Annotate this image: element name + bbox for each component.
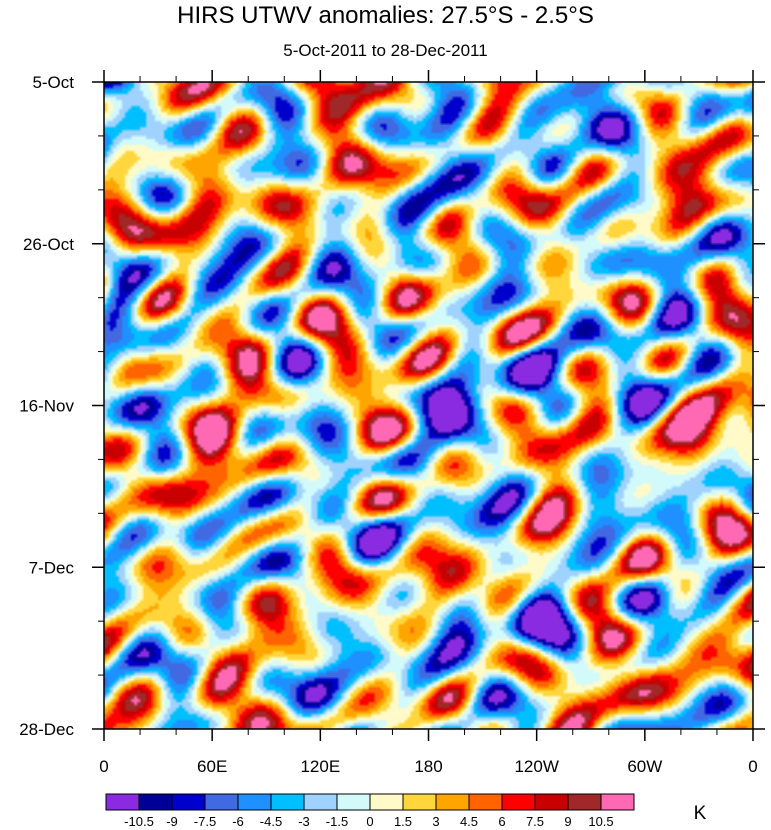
colorbar-unit: K — [694, 803, 707, 824]
y-tick-label: 7-Dec — [29, 558, 75, 577]
colorbar-label: 0 — [366, 814, 373, 829]
colorbar-swatch — [138, 793, 173, 811]
x-tick-label: 120W — [514, 757, 558, 776]
anomaly-field — [104, 82, 753, 729]
colorbar-swatch — [270, 793, 305, 811]
chart-subtitle: 5-Oct-2011 to 28-Dec-2011 — [283, 41, 488, 60]
colorbar-label: 7.5 — [526, 814, 544, 829]
colorbar-label: 6 — [498, 814, 505, 829]
colorbar-swatch — [534, 793, 569, 811]
y-tick-label: 5-Oct — [32, 73, 74, 92]
colorbar-label: 4.5 — [460, 814, 478, 829]
colorbar-label: -7.5 — [194, 814, 216, 829]
x-tick-label: 60E — [197, 757, 227, 776]
axes: 0 60E 120E 180 120W 60W 0 5-Oct 26-Oct 16-Nov 7-De… — [19, 70, 765, 776]
colorbar-swatch — [402, 793, 437, 811]
x-tick-label: 60W — [627, 757, 662, 776]
colorbar-label: 3 — [432, 814, 439, 829]
colorbar-swatch — [567, 793, 602, 811]
colorbar-label: -6 — [232, 814, 244, 829]
colorbar-swatch — [600, 793, 635, 811]
colorbar-label: 1.5 — [394, 814, 412, 829]
colorbar-swatch — [171, 793, 206, 811]
colorbar-swatch — [369, 793, 404, 811]
colorbar-label: -3 — [298, 814, 310, 829]
colorbar-swatch — [204, 793, 239, 811]
colorbar-swatch — [105, 793, 140, 811]
x-tick-label: 0 — [748, 757, 757, 776]
anomaly-image — [104, 82, 753, 729]
colorbar-swatch — [468, 793, 503, 811]
colorbar-swatch — [303, 793, 338, 811]
colorbar: -10.5 -9 -7.5 -6 -4.5 -3 -1.5 0 1.5 3 4.5 6 7.5 9 10.5… — [105, 793, 707, 829]
colorbar-swatch — [501, 793, 536, 811]
colorbar-label: -10.5 — [124, 814, 154, 829]
chart-title: HIRS UTWV anomalies: 27.5°S - 2.5°S — [177, 2, 594, 29]
x-tick-label: 180 — [414, 757, 442, 776]
colorbar-swatch — [336, 793, 371, 811]
x-tick-label: 120E — [300, 757, 340, 776]
colorbar-label: 9 — [564, 814, 571, 829]
colorbar-label: 10.5 — [588, 814, 613, 829]
y-tick-label: 26-Oct — [23, 235, 74, 254]
colorbar-swatch — [237, 793, 272, 811]
colorbar-label: -4.5 — [260, 814, 282, 829]
colorbar-swatch — [435, 793, 470, 811]
colorbar-label: -9 — [166, 814, 178, 829]
colorbar-label: -1.5 — [326, 814, 348, 829]
y-tick-label: 16-Nov — [19, 397, 74, 416]
x-tick-label: 0 — [99, 757, 108, 776]
y-tick-label: 28-Dec — [19, 720, 74, 739]
